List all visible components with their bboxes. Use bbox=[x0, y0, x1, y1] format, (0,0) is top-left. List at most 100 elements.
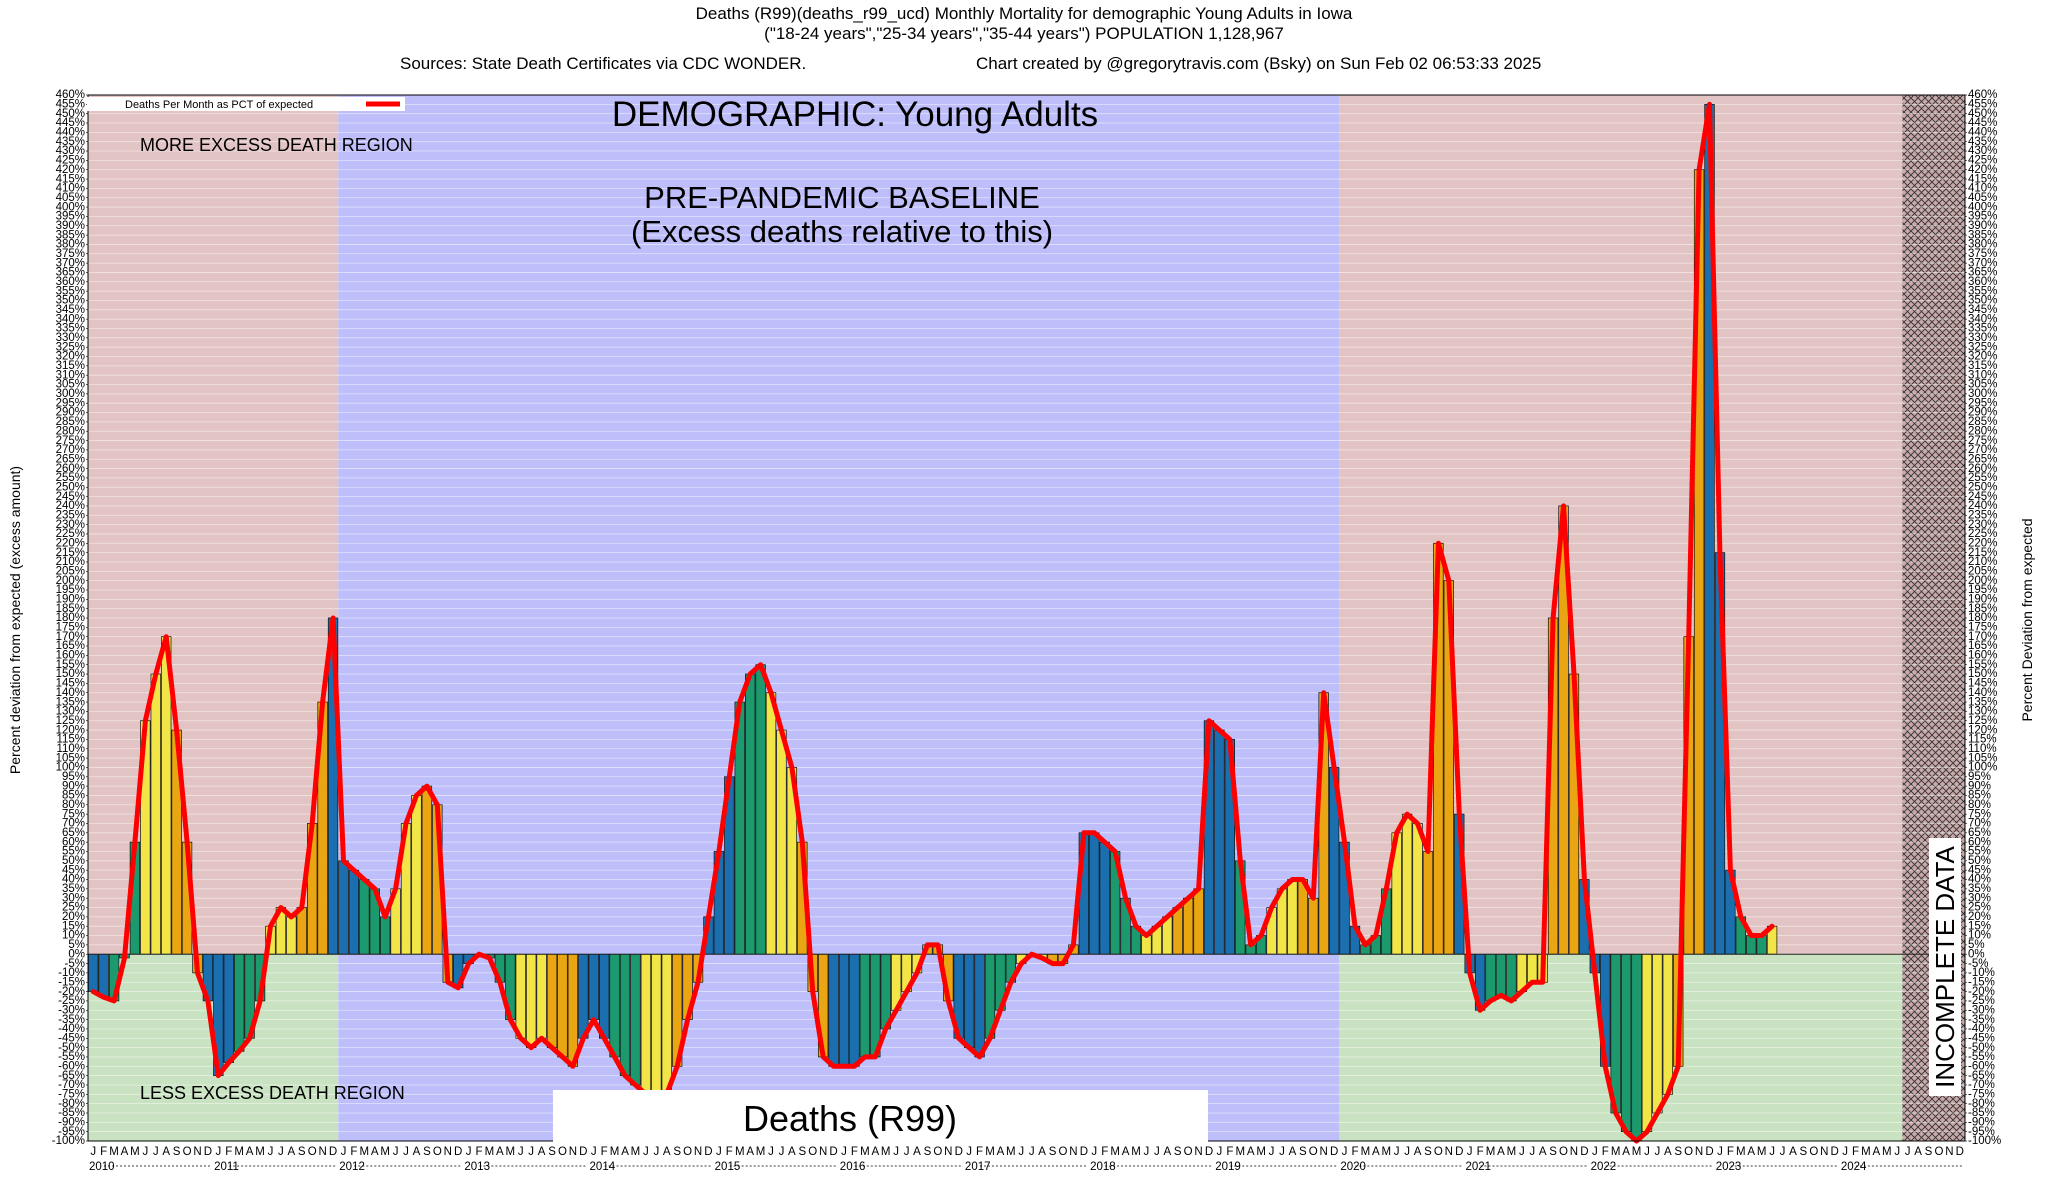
y-tick-label-right: -20% bbox=[1968, 986, 1995, 998]
y-tick-label-left: 410% bbox=[56, 183, 85, 195]
y-tick-label-right: 405% bbox=[1968, 192, 1997, 204]
y-tick-label-right: 70% bbox=[1968, 818, 1991, 830]
y-tick-label-right: -70% bbox=[1968, 1079, 1995, 1091]
y-tick-label-right: 250% bbox=[1968, 481, 1997, 493]
y-tick-label-right: 85% bbox=[1968, 790, 1991, 802]
y-tick-label-left: 460% bbox=[56, 89, 85, 101]
y-tick-label-right: -65% bbox=[1968, 1070, 1995, 1082]
y-tick-label-left: 260% bbox=[56, 463, 85, 475]
y-tick-label-right: 255% bbox=[1968, 472, 1997, 484]
x-tick-month-label: S bbox=[173, 1146, 181, 1158]
y-tick-label-right: 275% bbox=[1968, 435, 1997, 447]
y-tick-label-right: 445% bbox=[1968, 117, 1997, 129]
x-tick-month-label: S bbox=[298, 1146, 306, 1158]
x-tick-month-label: F bbox=[1852, 1146, 1859, 1158]
x-tick-month-label: A bbox=[1747, 1146, 1755, 1158]
y-tick-label-left: 15% bbox=[62, 920, 85, 932]
x-tick-month-label: J bbox=[1519, 1146, 1525, 1158]
y-tick-label-right: 330% bbox=[1968, 332, 1997, 344]
monthly-bar bbox=[776, 729, 787, 955]
y-tick-label-right: 415% bbox=[1968, 173, 1997, 185]
y-tick-label-left: 75% bbox=[62, 808, 85, 820]
x-tick-month-label: N bbox=[1069, 1146, 1077, 1158]
x-tick-month-label: A bbox=[1163, 1146, 1171, 1158]
x-tick-month-label: J bbox=[153, 1146, 159, 1158]
x-tick-month-label: J bbox=[768, 1146, 774, 1158]
baseline-label-line1: PRE-PANDEMIC BASELINE bbox=[644, 180, 1040, 215]
y-tick-label-left: 335% bbox=[56, 323, 85, 335]
y-tick-label-left: 430% bbox=[56, 145, 85, 157]
y-tick-label-left: 245% bbox=[56, 491, 85, 503]
y-tick-label-right: -10% bbox=[1968, 967, 1995, 979]
y-tick-label-left: 140% bbox=[56, 687, 85, 699]
y-tick-label-right: -50% bbox=[1968, 1042, 1995, 1054]
x-tick-month-label: S bbox=[1800, 1146, 1808, 1158]
x-tick-month-label: O bbox=[1184, 1146, 1193, 1158]
y-tick-label-right: 435% bbox=[1968, 136, 1997, 148]
y-tick-label-right: 170% bbox=[1968, 631, 1997, 643]
x-tick-month-label: S bbox=[548, 1146, 556, 1158]
monthly-bar bbox=[359, 879, 370, 955]
monthly-bar bbox=[296, 907, 307, 955]
x-tick-month-label: M bbox=[1131, 1146, 1141, 1158]
y-tick-label-right: 335% bbox=[1968, 323, 1997, 335]
y-tick-label-right: 5% bbox=[1968, 939, 1985, 951]
y-tick-label-right: -75% bbox=[1968, 1089, 1995, 1101]
y-tick-label-right: 10% bbox=[1968, 930, 1991, 942]
y-tick-label-left: 215% bbox=[56, 547, 85, 559]
y-tick-label-right: 125% bbox=[1968, 715, 1997, 727]
x-tick-month-label: A bbox=[1539, 1146, 1547, 1158]
y-tick-label-left: -45% bbox=[58, 1032, 85, 1044]
monthly-bar bbox=[567, 953, 579, 1067]
y-tick-label-left: 340% bbox=[56, 313, 85, 325]
monthly-bar bbox=[588, 953, 599, 1020]
x-tick-month-label: N bbox=[1820, 1146, 1828, 1158]
monthly-bar bbox=[1287, 879, 1298, 955]
x-tick-month-label: N bbox=[318, 1146, 326, 1158]
monthly-bar bbox=[974, 953, 985, 1058]
x-tick-month-label: N bbox=[1570, 1146, 1578, 1158]
monthly-bar bbox=[1631, 953, 1642, 1142]
x-tick-month-label: J bbox=[268, 1146, 274, 1158]
legend-label: Deaths Per Month as PCT of expected bbox=[125, 99, 313, 111]
monthly-bar bbox=[755, 664, 766, 955]
x-tick-month-label: J bbox=[278, 1146, 284, 1158]
x-tick-month-label: N bbox=[1695, 1146, 1703, 1158]
y-tick-label-left: 435% bbox=[56, 136, 85, 148]
y-tick-label-right: 290% bbox=[1968, 407, 1997, 419]
y-tick-label-right: 460% bbox=[1968, 89, 1997, 101]
monthly-bar bbox=[1412, 823, 1423, 955]
x-tick-month-label: A bbox=[997, 1146, 1005, 1158]
x-tick-month-label: J bbox=[1279, 1146, 1285, 1158]
x-tick-month-label: F bbox=[476, 1146, 483, 1158]
y-tick-label-right: 410% bbox=[1968, 183, 1997, 195]
y-tick-label-right: -80% bbox=[1968, 1098, 1995, 1110]
y-tick-label-right: 240% bbox=[1968, 500, 1997, 512]
x-tick-month-label: J bbox=[1404, 1146, 1410, 1158]
x-tick-month-label: N bbox=[569, 1146, 577, 1158]
y-tick-label-left: 120% bbox=[56, 724, 85, 736]
incomplete-data-label: INCOMPLETE DATA bbox=[1930, 845, 1960, 1087]
incomplete-label-box bbox=[1929, 838, 1961, 1096]
monthly-bar bbox=[640, 953, 652, 1095]
monthly-bar bbox=[1172, 907, 1183, 955]
y-tick-label-left: 425% bbox=[56, 155, 85, 167]
y-tick-label-right: 115% bbox=[1968, 734, 1997, 746]
x-tick-month-label: M bbox=[506, 1146, 516, 1158]
y-tick-label-right: 340% bbox=[1968, 313, 1997, 325]
y-tick-label-left: -75% bbox=[58, 1089, 85, 1101]
x-tick-month-label: M bbox=[109, 1146, 119, 1158]
monthly-bar bbox=[1527, 953, 1538, 983]
x-tick-month-label: M bbox=[1486, 1146, 1496, 1158]
monthly-bar bbox=[880, 953, 891, 1030]
y-tick-label-right: -40% bbox=[1968, 1023, 1995, 1035]
y-tick-label-right: 135% bbox=[1968, 696, 1997, 708]
x-tick-month-label: D bbox=[704, 1146, 712, 1158]
x-tick-year-label: 2022 bbox=[1591, 1161, 1617, 1173]
monthly-bar bbox=[765, 692, 777, 955]
x-tick-month-label: A bbox=[1664, 1146, 1672, 1158]
monthly-bar bbox=[744, 673, 756, 955]
axes: -100% -100%-95% -95%-90% -90%-85% -85%-80% -8… bbox=[52, 89, 2002, 1173]
y-tick-label-left: -100% bbox=[52, 1135, 85, 1147]
